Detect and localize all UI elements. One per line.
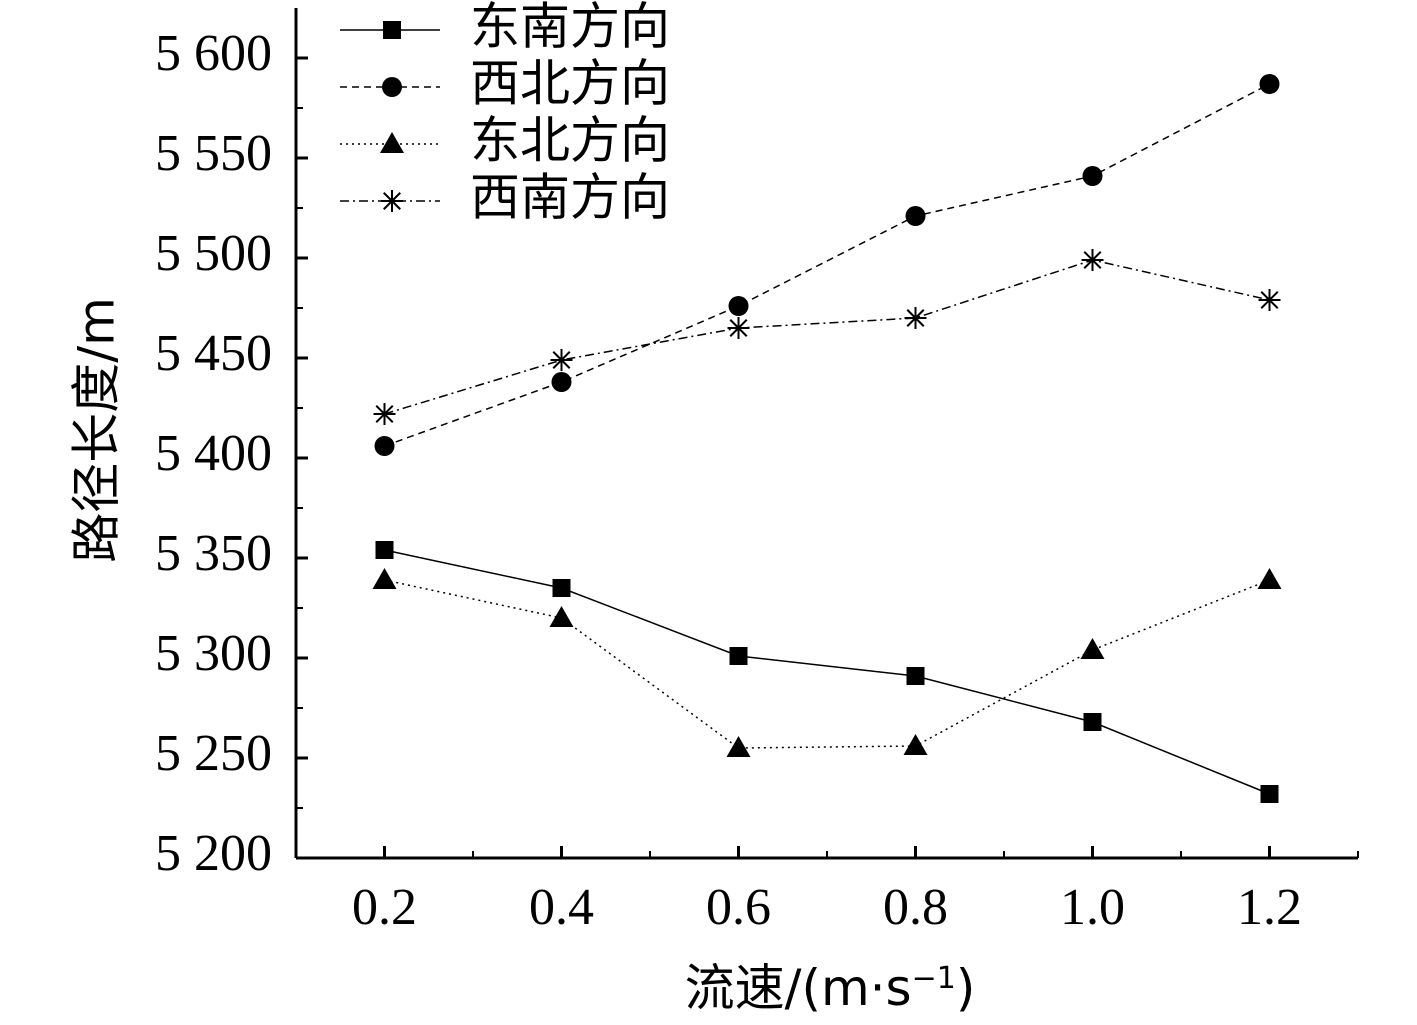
x-tick-label: 0.2 — [352, 879, 417, 936]
data-point — [375, 541, 394, 559]
data-point — [905, 206, 926, 226]
x-axis-title-close: ) — [956, 959, 976, 1017]
data-point — [1083, 713, 1102, 731]
legend-label: 西北方向 — [470, 55, 670, 113]
legend-marker — [383, 21, 401, 39]
axes: 5 200 5 250 5 300 5 350 5 400 5 450 5 500 5 550… — [155, 8, 1359, 936]
y-tick-label: 5 550 — [155, 125, 272, 182]
data-point — [372, 568, 397, 589]
legend-marker — [380, 132, 404, 153]
x-axis-title-sup: −1 — [912, 961, 956, 996]
y-tick-label: 5 250 — [155, 725, 272, 782]
data-point — [729, 647, 748, 665]
asterisk-stroke — [906, 309, 925, 327]
data-point — [552, 579, 571, 597]
y-tick-label: 5 300 — [155, 625, 272, 682]
data-point — [1258, 289, 1281, 311]
x-tick-label: 1.0 — [1060, 879, 1125, 936]
data-point — [549, 606, 574, 627]
x-tick-label: 0.6 — [706, 879, 771, 936]
series-2 — [372, 568, 1282, 757]
data-point — [374, 436, 395, 456]
series-0 — [375, 541, 1279, 803]
y-tick-label: 5 200 — [155, 825, 272, 882]
data-point — [727, 317, 750, 339]
legend-label: 东南方向 — [470, 0, 670, 56]
y-tick-label: 5 600 — [155, 25, 272, 82]
data-point — [1082, 166, 1103, 186]
legend-marker — [382, 77, 402, 97]
asterisk-stroke — [729, 319, 748, 337]
series-line — [384, 259, 1270, 415]
legend-item-3: 西南方向 — [340, 169, 670, 227]
x-tick-label: 0.8 — [883, 879, 948, 936]
y-axis-title: 路径长度/m — [68, 297, 126, 563]
data-point — [551, 372, 572, 392]
x-tick-label: 1.2 — [1237, 879, 1302, 936]
data-point — [906, 667, 925, 685]
legend-label: 西南方向 — [470, 169, 670, 227]
asterisk-stroke — [375, 405, 394, 423]
y-tick-label: 5 450 — [155, 325, 272, 382]
data-point — [728, 296, 749, 316]
asterisk-stroke — [1260, 291, 1279, 309]
x-axis-title: 流速/(m·s−1) — [685, 959, 976, 1017]
data-point — [1260, 785, 1279, 803]
data-point — [903, 734, 928, 755]
data-point — [1081, 249, 1104, 271]
data-point — [373, 403, 396, 425]
x-axis-title-main: 流速/(m·s — [685, 959, 912, 1017]
y-tick-label: 5 350 — [155, 525, 272, 582]
series-line — [384, 579, 1270, 749]
asterisk-stroke — [383, 192, 401, 210]
x-tick-label: 0.4 — [529, 879, 594, 936]
series-1 — [374, 74, 1280, 456]
series-3 — [373, 249, 1281, 425]
series-line — [384, 83, 1270, 447]
data-point — [1080, 638, 1105, 659]
series-layer — [372, 74, 1282, 803]
legend-item-2: 东北方向 — [340, 112, 670, 170]
data-point — [1259, 74, 1280, 94]
legend-marker — [381, 190, 403, 212]
data-point — [904, 307, 927, 329]
asterisk-stroke — [1083, 251, 1102, 269]
data-point — [1257, 568, 1282, 589]
y-tick-label: 5 500 — [155, 225, 272, 282]
legend-item-1: 西北方向 — [340, 55, 670, 113]
data-point — [550, 349, 573, 371]
legend-label: 东北方向 — [470, 112, 670, 170]
asterisk-stroke — [552, 351, 571, 369]
legend-item-0: 东南方向 — [340, 0, 670, 56]
series-line — [384, 549, 1270, 795]
y-tick-label: 5 400 — [155, 425, 272, 482]
data-point — [726, 736, 751, 757]
